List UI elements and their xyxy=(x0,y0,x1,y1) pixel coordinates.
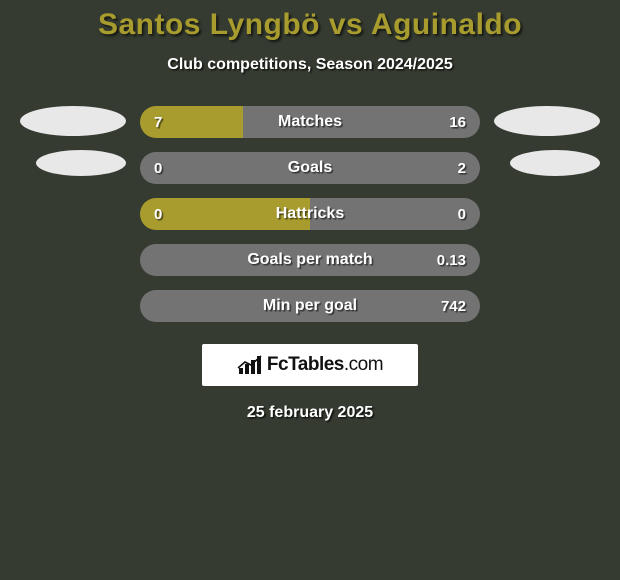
left-oval-1 xyxy=(20,106,126,136)
bar-row-min-per-goal: Min per goal 742 xyxy=(140,290,480,322)
bar-left-fill xyxy=(140,106,243,138)
fctables-logo: FcTables.com xyxy=(202,344,418,386)
right-oval-1 xyxy=(494,106,600,136)
bar-right-fill xyxy=(310,198,480,230)
date-text: 25 february 2025 xyxy=(0,404,620,422)
logo-text: FcTables.com xyxy=(267,354,383,376)
bar-row-goals: 0 Goals 2 xyxy=(140,152,480,184)
right-oval-column xyxy=(494,106,600,176)
bar-row-matches: 7 Matches 16 xyxy=(140,106,480,138)
bar-row-goals-per-match: Goals per match 0.13 xyxy=(140,244,480,276)
left-oval-2 xyxy=(36,150,126,176)
page-title: Santos Lyngbö vs Aguinaldo xyxy=(0,8,620,42)
bar-row-hattricks: 0 Hattricks 0 xyxy=(140,198,480,230)
comparison-widget: Santos Lyngbö vs Aguinaldo Club competit… xyxy=(0,0,620,422)
right-oval-2 xyxy=(510,150,600,176)
bar-right-fill xyxy=(140,290,480,322)
subtitle: Club competitions, Season 2024/2025 xyxy=(0,56,620,74)
bar-right-fill xyxy=(140,244,480,276)
bars-column: 7 Matches 16 0 Goals 2 0 Hattricks 0 xyxy=(140,106,480,322)
left-oval-column xyxy=(20,106,126,176)
bar-right-fill xyxy=(243,106,480,138)
chart-area: 7 Matches 16 0 Goals 2 0 Hattricks 0 xyxy=(0,106,620,322)
logo-text-bold: FcTables xyxy=(267,354,344,375)
bar-right-fill xyxy=(140,152,480,184)
bar-chart-icon xyxy=(237,354,263,376)
logo-text-thin: .com xyxy=(344,354,383,375)
bar-left-fill xyxy=(140,198,310,230)
